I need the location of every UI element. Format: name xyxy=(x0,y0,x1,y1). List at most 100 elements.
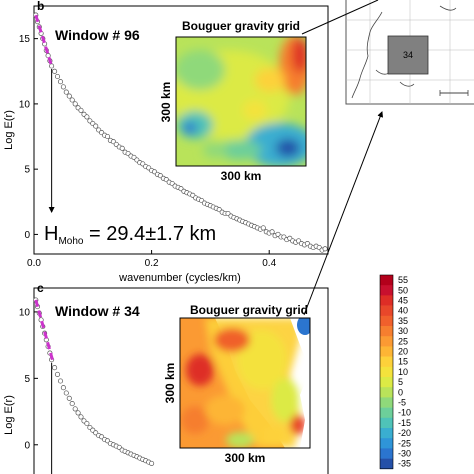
colorbar: 5550454035302520151050-5-10-15-20-25-30-… xyxy=(379,274,411,470)
moho-value: = 29.4±1.7 km xyxy=(83,223,216,245)
y-tick-label: 5 xyxy=(24,165,30,176)
data-point xyxy=(75,410,81,416)
panel-c-gravity-grid xyxy=(180,318,310,448)
data-point xyxy=(54,73,61,80)
colorbar-label: 20 xyxy=(398,347,408,357)
colorbar-label: -30 xyxy=(398,449,411,459)
panel-b-gravity-grid xyxy=(176,37,306,166)
colorbar-swatch xyxy=(380,397,393,408)
data-point xyxy=(78,414,84,420)
x-tick-label: 0.4 xyxy=(262,258,276,269)
panel-c-letter: c xyxy=(37,281,44,295)
colorbar-label: -20 xyxy=(398,428,411,438)
panel-c-inset: Bouguer gravity grid xyxy=(163,300,316,465)
panel-b-y-ticks: 0 5 10 15 xyxy=(19,34,38,241)
colorbar-swatch xyxy=(380,346,393,357)
colorbar-label: 45 xyxy=(398,296,408,306)
fit-line xyxy=(34,14,54,67)
data-point xyxy=(260,225,266,231)
x-tick-label: 0.2 xyxy=(145,258,159,269)
data-point xyxy=(49,63,55,69)
data-point xyxy=(63,390,69,396)
colorbar-swatch xyxy=(380,356,393,368)
panel-b-y-axis-title: Log E(r) xyxy=(3,110,15,150)
location-map: 34 xyxy=(345,0,474,105)
colorbar-swatch xyxy=(380,366,393,378)
panel-c-inset-x-label: 300 km xyxy=(225,451,266,465)
colorbar-label: 40 xyxy=(398,306,408,316)
colorbar-label: 25 xyxy=(398,336,408,346)
panel-b-window-title: Window # 96 xyxy=(55,27,140,43)
data-point xyxy=(78,107,84,113)
colorbar-swatch xyxy=(380,305,393,317)
colorbar-swatch xyxy=(380,438,393,449)
colorbar-swatch xyxy=(380,417,393,429)
data-point xyxy=(84,420,90,427)
colorbar-label: 30 xyxy=(398,326,408,336)
panel-b-axes xyxy=(33,5,329,255)
panel-b-letter: b xyxy=(37,0,44,13)
colorbar-swatch xyxy=(380,336,393,347)
data-point xyxy=(72,101,78,107)
data-point xyxy=(93,123,99,129)
data-point xyxy=(149,460,155,466)
colorbar-swatch xyxy=(380,326,393,337)
colorbar-label: -10 xyxy=(398,408,411,418)
connector-lines xyxy=(301,0,384,316)
colorbar-label: 55 xyxy=(398,275,408,285)
data-point xyxy=(57,79,64,85)
colorbar-label: -35 xyxy=(398,459,411,469)
colorbar-label: -15 xyxy=(398,418,411,428)
data-point xyxy=(66,395,72,401)
data-point xyxy=(66,93,72,99)
panel-b-inset: Bouguer gravity grid xyxy=(159,14,312,183)
colorbar-label: 15 xyxy=(398,357,408,367)
y-tick-label: 5 xyxy=(24,374,30,385)
y-tick-label: 10 xyxy=(19,307,31,318)
panel-c-plot-frame xyxy=(33,287,329,474)
colorbar-swatch xyxy=(380,458,393,470)
location-map-window-box xyxy=(387,35,429,75)
colorbar-labels: 5550454035302520151050-5-10-15-20-25-30-… xyxy=(398,275,411,469)
data-point xyxy=(52,68,58,74)
moho-h: H xyxy=(44,223,58,245)
colorbar-label: -5 xyxy=(398,398,406,408)
data-point xyxy=(269,229,275,235)
data-point xyxy=(60,385,66,391)
colorbar-swatch xyxy=(380,285,393,296)
colorbar-swatch xyxy=(380,377,393,388)
moho-subscript: Moho xyxy=(58,236,83,247)
data-point xyxy=(104,133,111,140)
data-point xyxy=(72,406,78,412)
y-tick-label: 15 xyxy=(19,34,31,45)
panel-b-x-axis-title: wavenumber (cycles/km) xyxy=(118,272,241,284)
panel-c-inset-y-label: 300 km xyxy=(163,363,177,404)
y-tick-label: 10 xyxy=(19,99,31,110)
panel-c-window-title: Window # 34 xyxy=(55,303,140,319)
panel-c-y-axis-title: Log E(r) xyxy=(3,395,15,435)
data-point xyxy=(69,401,75,407)
data-point xyxy=(52,365,58,371)
colorbar-label: 0 xyxy=(398,387,403,397)
y-tick-label: 0 xyxy=(24,230,30,241)
panel-b-inset-y-label: 300 km xyxy=(159,82,173,123)
data-point xyxy=(84,114,90,120)
data-point xyxy=(119,145,125,151)
location-map-window-label: 34 xyxy=(403,50,413,60)
panel-b: b Window # 96 Log E(r) wavenumber (cycle… xyxy=(3,0,329,284)
colorbar-label: 10 xyxy=(398,367,408,377)
panel-c: c Window # 34 Log E(r) 0 5 10 Bouguer grav… xyxy=(3,281,329,474)
panel-b-moho-annotation: HMoho = 29.4±1.7 km xyxy=(44,223,216,247)
colorbar-frame xyxy=(379,274,394,470)
colorbar-swatch xyxy=(380,407,393,419)
data-point xyxy=(63,89,69,95)
x-tick-label: 0.0 xyxy=(27,258,41,269)
connector-window-96 xyxy=(301,0,379,35)
data-point xyxy=(57,378,64,384)
colorbar-swatch xyxy=(380,315,393,327)
data-point xyxy=(54,371,61,377)
colorbar-swatch xyxy=(380,295,393,306)
panel-b-x-ticks: 0.0 0.2 0.4 xyxy=(27,250,277,269)
colorbar-label: 35 xyxy=(398,316,408,326)
